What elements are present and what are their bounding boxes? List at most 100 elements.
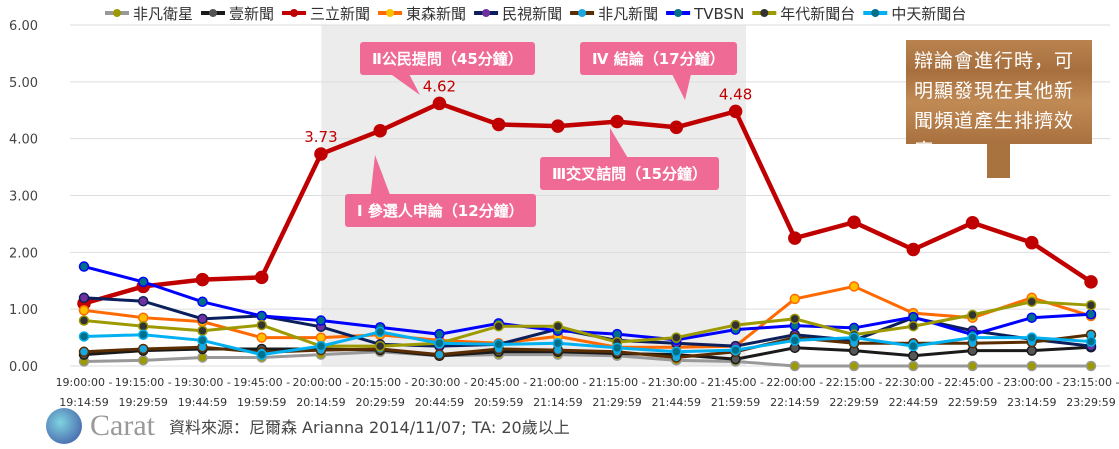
data-point [788, 231, 802, 245]
series-line [83, 350, 1091, 368]
legend-marker [113, 9, 121, 17]
data-label: 4.48 [719, 85, 752, 103]
x-tick-label: 22:59:59 [948, 396, 997, 409]
callout-pointer [370, 155, 392, 200]
x-tick-label: 19:59:59 [237, 396, 286, 409]
data-point [1085, 336, 1097, 347]
x-tick-label: 22:15:00 - [826, 376, 883, 389]
callout-public-questions: Ⅱ公民提問（45分鐘） [360, 42, 535, 75]
data-point [1085, 299, 1097, 311]
data-point [965, 216, 980, 230]
data-point [908, 320, 919, 332]
x-tick-label: 22:14:59 [770, 396, 819, 409]
data-point [789, 335, 801, 346]
data-point [137, 355, 149, 366]
callout-pointer [385, 70, 420, 95]
data-point [789, 293, 801, 305]
data-point [491, 117, 506, 132]
x-tick-label: 22:44:59 [889, 396, 938, 409]
x-tick-label: 21:29:59 [592, 396, 641, 409]
data-point [671, 346, 682, 358]
series-line [83, 330, 1092, 357]
data-point [493, 320, 504, 332]
data-point [315, 340, 327, 352]
x-tick-label: 21:00:00 - [529, 376, 586, 389]
x-tick-label: 19:30:00 - [174, 376, 231, 389]
data-point [1025, 235, 1039, 250]
y-tick-label: 1.00 [9, 303, 38, 318]
x-tick-label: 19:14:59 [59, 396, 108, 409]
legend-marker [209, 9, 218, 17]
data-point [137, 329, 149, 340]
data-point [434, 328, 445, 340]
callout-pointer [610, 128, 632, 165]
legend-marker [386, 9, 395, 17]
x-tick-label: 20:14:59 [296, 396, 345, 409]
data-point [434, 349, 445, 360]
data-point [552, 320, 564, 332]
data-point [847, 215, 861, 229]
data-point [197, 296, 208, 308]
data-point [197, 335, 208, 346]
y-tick-label: 2.00 [9, 246, 38, 261]
x-tick-label: 22:29:59 [829, 396, 878, 409]
x-tick-label: 21:45:00 - [707, 376, 764, 389]
data-point [256, 332, 267, 343]
x-tick-label: 19:44:59 [178, 396, 227, 409]
x-tick-label: 20:45:00 - [470, 376, 527, 389]
series-line [83, 345, 1092, 361]
x-tick-label: 23:29:59 [1066, 396, 1115, 409]
callout-cross-exam: Ⅲ交叉詰問（15分鐘） [540, 157, 720, 190]
data-point [908, 340, 919, 352]
data-point [78, 346, 90, 358]
y-tick-label: 5.00 [9, 76, 38, 91]
data-point [1026, 312, 1038, 323]
legend-label: 東森新聞 [406, 5, 466, 23]
data-point [908, 311, 919, 323]
data-point [137, 276, 149, 288]
x-tick-label: 20:15:00 - [352, 376, 409, 389]
data-point [1026, 332, 1038, 343]
x-tick-label: 20:29:59 [355, 396, 404, 409]
footer: Carat 資料來源：尼爾森 Arianna 2014/11/07; TA: 2… [46, 408, 570, 444]
x-tick-label: 19:00:00 - [56, 376, 113, 389]
series-line [83, 284, 1092, 349]
legend-marker [871, 9, 880, 17]
x-tick-label: 21:14:59 [533, 396, 582, 409]
carat-logo-text: Carat [90, 409, 155, 442]
data-point [908, 360, 919, 372]
callout-pointer [670, 70, 692, 100]
x-tick-label: 21:44:59 [652, 396, 701, 409]
data-point [730, 344, 741, 356]
data-point [967, 360, 978, 372]
x-tick-label: 20:30:00 - [411, 376, 468, 389]
data-point [967, 332, 978, 343]
data-point [1026, 296, 1038, 308]
data-point [315, 332, 327, 343]
data-point [848, 281, 860, 292]
x-tick-label: 23:14:59 [1007, 396, 1056, 409]
legend-label: 非凡新聞 [598, 5, 658, 23]
data-point [908, 350, 919, 362]
data-point [256, 319, 267, 331]
data-point [1084, 275, 1098, 289]
data-point [314, 147, 328, 161]
x-tick-label: 20:59:59 [474, 396, 523, 409]
data-point [789, 360, 801, 372]
y-tick-label: 3.00 [9, 190, 38, 205]
y-tick-label: 0.00 [9, 360, 38, 375]
data-point [671, 332, 682, 343]
data-point [197, 313, 208, 325]
legend-label: 民視新聞 [502, 5, 562, 23]
data-point [848, 360, 860, 372]
x-tick-label: 23:00:00 - [1003, 376, 1060, 389]
x-tick-label: 19:45:00 - [233, 376, 290, 389]
data-point [1085, 309, 1097, 320]
data-point [610, 114, 624, 129]
data-point [78, 305, 90, 316]
data-point [137, 312, 149, 323]
data-source: 資料來源：尼爾森 Arianna 2014/11/07; TA: 20歲以上 [168, 418, 570, 437]
data-point [374, 340, 386, 352]
data-point [137, 295, 149, 307]
